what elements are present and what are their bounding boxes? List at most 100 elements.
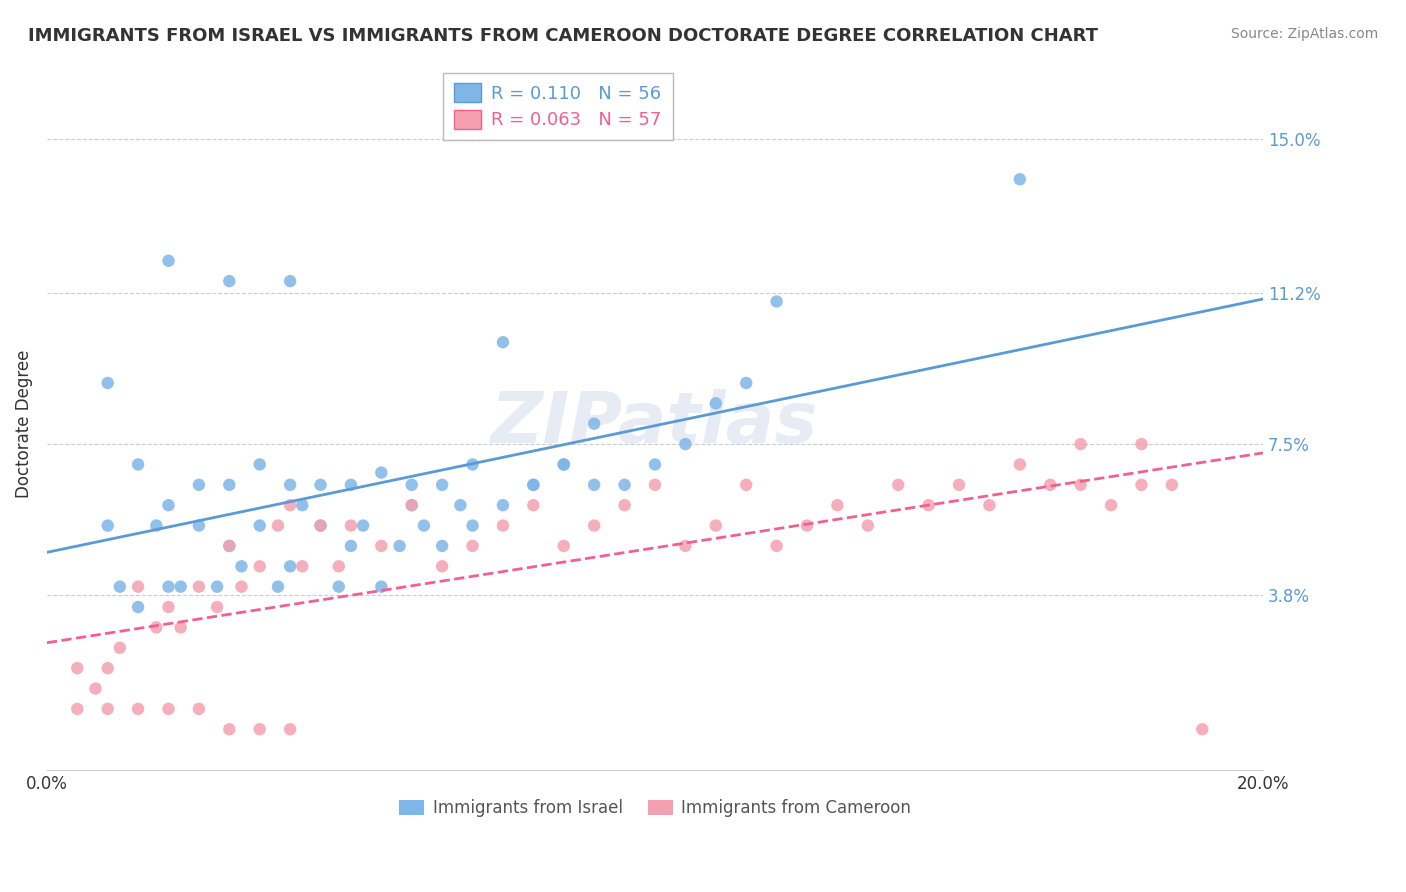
Point [1130, 478, 1153, 492]
Point [157, 600, 180, 615]
Point [583, 518, 606, 533]
Point [205, 580, 228, 594]
Point [583, 478, 606, 492]
Point [187, 702, 209, 716]
Point [249, 458, 271, 472]
Point [249, 518, 271, 533]
Point [370, 466, 392, 480]
Point [1008, 172, 1031, 186]
Point [231, 580, 253, 594]
Point [249, 723, 271, 737]
Point [97, 376, 120, 390]
Point [644, 458, 666, 472]
Point [370, 539, 392, 553]
Point [449, 498, 471, 512]
Point [613, 498, 636, 512]
Point [267, 580, 290, 594]
Text: IMMIGRANTS FROM ISRAEL VS IMMIGRANTS FROM CAMEROON DOCTORATE DEGREE CORRELATION : IMMIGRANTS FROM ISRAEL VS IMMIGRANTS FRO… [28, 27, 1098, 45]
Point [157, 498, 180, 512]
Point [413, 518, 436, 533]
Point [553, 458, 575, 472]
Point [704, 396, 727, 410]
Point [127, 580, 149, 594]
Point [218, 539, 240, 553]
Y-axis label: Doctorate Degree: Doctorate Degree [15, 350, 32, 498]
Point [522, 478, 544, 492]
Point [352, 518, 374, 533]
Point [108, 640, 131, 655]
Point [278, 274, 301, 288]
Point [765, 294, 787, 309]
Point [1099, 498, 1122, 512]
Point [430, 539, 453, 553]
Point [278, 723, 301, 737]
Point [157, 253, 180, 268]
Point [187, 580, 209, 594]
Point [887, 478, 910, 492]
Point [917, 498, 939, 512]
Point [127, 458, 149, 472]
Point [461, 518, 484, 533]
Point [827, 498, 849, 512]
Point [97, 518, 120, 533]
Text: Source: ZipAtlas.com: Source: ZipAtlas.com [1230, 27, 1378, 41]
Point [401, 498, 423, 512]
Point [249, 559, 271, 574]
Point [187, 518, 209, 533]
Point [145, 620, 167, 634]
Point [169, 580, 191, 594]
Point [401, 498, 423, 512]
Point [522, 498, 544, 512]
Point [1191, 723, 1213, 737]
Point [291, 498, 314, 512]
Point [145, 518, 167, 533]
Point [735, 376, 758, 390]
Point [84, 681, 107, 696]
Point [979, 498, 1001, 512]
Point [187, 478, 209, 492]
Point [218, 478, 240, 492]
Point [704, 518, 727, 533]
Point [1008, 458, 1031, 472]
Point [522, 478, 544, 492]
Point [856, 518, 879, 533]
Point [796, 518, 818, 533]
Point [461, 539, 484, 553]
Point [673, 539, 696, 553]
Point [108, 580, 131, 594]
Point [309, 518, 332, 533]
Point [218, 539, 240, 553]
Point [157, 580, 180, 594]
Point [553, 458, 575, 472]
Point [370, 580, 392, 594]
Point [735, 478, 758, 492]
Point [328, 580, 350, 594]
Text: ZIPatlas: ZIPatlas [491, 389, 818, 458]
Point [218, 274, 240, 288]
Point [340, 478, 363, 492]
Point [205, 600, 228, 615]
Point [948, 478, 970, 492]
Point [1130, 437, 1153, 451]
Point [1160, 478, 1182, 492]
Point [765, 539, 787, 553]
Point [127, 600, 149, 615]
Point [231, 559, 253, 574]
Point [309, 518, 332, 533]
Point [291, 559, 314, 574]
Point [1070, 478, 1092, 492]
Point [218, 723, 240, 737]
Point [1070, 437, 1092, 451]
Point [461, 458, 484, 472]
Point [169, 620, 191, 634]
Point [553, 539, 575, 553]
Point [278, 478, 301, 492]
Point [644, 478, 666, 492]
Point [309, 478, 332, 492]
Point [278, 559, 301, 574]
Point [157, 702, 180, 716]
Point [328, 559, 350, 574]
Point [127, 702, 149, 716]
Point [340, 518, 363, 533]
Point [388, 539, 411, 553]
